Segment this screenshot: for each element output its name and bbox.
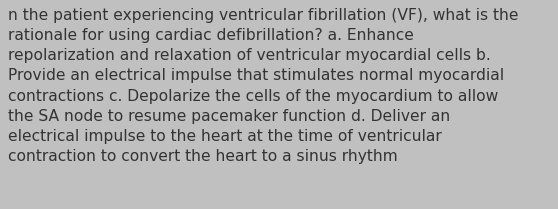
Text: n the patient experiencing ventricular fibrillation (VF), what is the
rationale : n the patient experiencing ventricular f… [8,8,519,164]
